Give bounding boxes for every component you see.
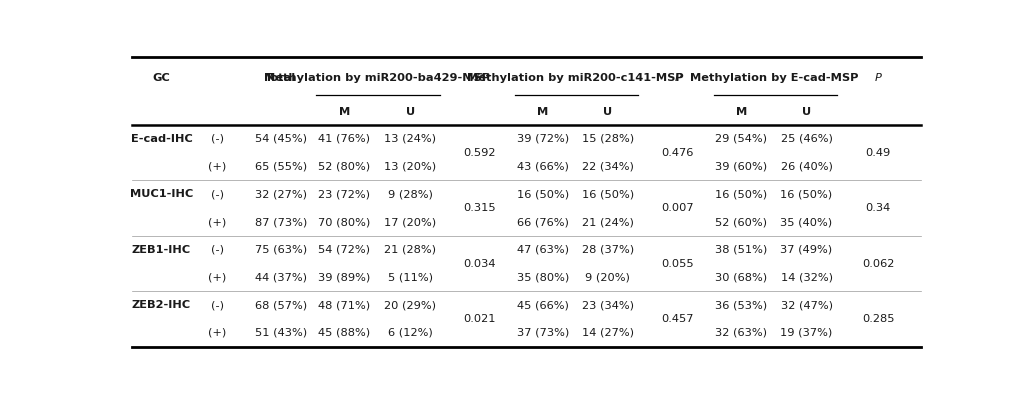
Text: 16 (50%): 16 (50%) (517, 189, 569, 199)
Text: 35 (80%): 35 (80%) (517, 272, 569, 282)
Text: 47 (63%): 47 (63%) (517, 245, 569, 255)
Text: 38 (51%): 38 (51%) (715, 245, 768, 255)
Text: 36 (53%): 36 (53%) (715, 300, 768, 310)
Text: 37 (49%): 37 (49%) (780, 245, 832, 255)
Text: P: P (874, 73, 881, 83)
Text: 29 (54%): 29 (54%) (715, 134, 768, 144)
Text: 52 (80%): 52 (80%) (318, 162, 370, 172)
Text: 13 (20%): 13 (20%) (384, 162, 437, 172)
Text: 0.457: 0.457 (661, 314, 694, 324)
Text: 17 (20%): 17 (20%) (384, 217, 437, 227)
Text: 9 (20%): 9 (20%) (585, 272, 630, 282)
Text: Total: Total (265, 73, 296, 83)
Text: 0.034: 0.034 (463, 258, 495, 269)
Text: P: P (674, 73, 682, 83)
Text: 68 (57%): 68 (57%) (254, 300, 306, 310)
Text: 14 (27%): 14 (27%) (582, 328, 633, 338)
Text: 32 (47%): 32 (47%) (780, 300, 832, 310)
Text: Methylation by E-cad-MSP: Methylation by E-cad-MSP (690, 73, 858, 83)
Text: 70 (80%): 70 (80%) (318, 217, 370, 227)
Text: 32 (63%): 32 (63%) (715, 328, 768, 338)
Text: M: M (338, 107, 350, 117)
Text: 22 (34%): 22 (34%) (582, 162, 633, 172)
Text: MUC1-IHC: MUC1-IHC (130, 189, 193, 199)
Text: 5 (11%): 5 (11%) (387, 272, 433, 282)
Text: 87 (73%): 87 (73%) (254, 217, 306, 227)
Text: 32 (27%): 32 (27%) (254, 189, 306, 199)
Text: 0.592: 0.592 (463, 148, 495, 158)
Text: GC: GC (153, 73, 170, 83)
Text: E-cad-IHC: E-cad-IHC (130, 134, 193, 144)
Text: 19 (37%): 19 (37%) (780, 328, 832, 338)
Text: ZEB2-IHC: ZEB2-IHC (132, 300, 191, 310)
Text: 66 (76%): 66 (76%) (517, 217, 569, 227)
Text: U: U (604, 107, 613, 117)
Text: 0.007: 0.007 (661, 203, 694, 213)
Text: 14 (32%): 14 (32%) (780, 272, 832, 282)
Text: 54 (72%): 54 (72%) (318, 245, 370, 255)
Text: 21 (24%): 21 (24%) (582, 217, 633, 227)
Text: 6 (12%): 6 (12%) (387, 328, 433, 338)
Text: 39 (89%): 39 (89%) (318, 272, 370, 282)
Text: (-): (-) (210, 300, 223, 310)
Text: 45 (88%): 45 (88%) (318, 328, 370, 338)
Text: (+): (+) (208, 162, 227, 172)
Text: 43 (66%): 43 (66%) (517, 162, 569, 172)
Text: U: U (802, 107, 811, 117)
Text: 39 (60%): 39 (60%) (715, 162, 768, 172)
Text: 0.34: 0.34 (865, 203, 891, 213)
Text: 65 (55%): 65 (55%) (254, 162, 306, 172)
Text: 9 (28%): 9 (28%) (387, 189, 433, 199)
Text: 16 (50%): 16 (50%) (780, 189, 832, 199)
Text: 52 (60%): 52 (60%) (715, 217, 768, 227)
Text: Methylation by miR200-c141-MSP: Methylation by miR200-c141-MSP (467, 73, 684, 83)
Text: 15 (28%): 15 (28%) (582, 134, 634, 144)
Text: 21 (28%): 21 (28%) (384, 245, 436, 255)
Text: 28 (37%): 28 (37%) (582, 245, 634, 255)
Text: 0.315: 0.315 (463, 203, 495, 213)
Text: (+): (+) (208, 217, 227, 227)
Text: 35 (40%): 35 (40%) (780, 217, 832, 227)
Text: 48 (71%): 48 (71%) (318, 300, 370, 310)
Text: (-): (-) (210, 245, 223, 255)
Text: 75 (63%): 75 (63%) (254, 245, 306, 255)
Text: 39 (72%): 39 (72%) (517, 134, 569, 144)
Text: 41 (76%): 41 (76%) (318, 134, 370, 144)
Text: (+): (+) (208, 328, 227, 338)
Text: M: M (537, 107, 548, 117)
Text: 0.285: 0.285 (862, 314, 894, 324)
Text: 23 (72%): 23 (72%) (318, 189, 370, 199)
Text: 0.062: 0.062 (862, 258, 894, 269)
Text: 23 (34%): 23 (34%) (582, 300, 633, 310)
Text: (+): (+) (208, 272, 227, 282)
Text: 13 (24%): 13 (24%) (384, 134, 436, 144)
Text: 25 (46%): 25 (46%) (781, 134, 832, 144)
Text: 51 (43%): 51 (43%) (254, 328, 306, 338)
Text: 16 (50%): 16 (50%) (582, 189, 634, 199)
Text: 0.055: 0.055 (661, 258, 694, 269)
Text: 0.49: 0.49 (865, 148, 891, 158)
Text: 37 (73%): 37 (73%) (517, 328, 569, 338)
Text: (-): (-) (210, 134, 223, 144)
Text: 16 (50%): 16 (50%) (715, 189, 768, 199)
Text: 30 (68%): 30 (68%) (715, 272, 768, 282)
Text: (-): (-) (210, 189, 223, 199)
Text: 0.476: 0.476 (662, 148, 694, 158)
Text: 45 (66%): 45 (66%) (517, 300, 569, 310)
Text: P: P (476, 73, 483, 83)
Text: 26 (40%): 26 (40%) (781, 162, 832, 172)
Text: 54 (45%): 54 (45%) (254, 134, 306, 144)
Text: 20 (29%): 20 (29%) (384, 300, 436, 310)
Text: U: U (406, 107, 415, 117)
Text: Methylation by miR200-ba429-MSP: Methylation by miR200-ba429-MSP (264, 73, 490, 83)
Text: M: M (736, 107, 747, 117)
Text: ZEB1-IHC: ZEB1-IHC (132, 245, 191, 255)
Text: 44 (37%): 44 (37%) (254, 272, 306, 282)
Text: 0.021: 0.021 (463, 314, 495, 324)
